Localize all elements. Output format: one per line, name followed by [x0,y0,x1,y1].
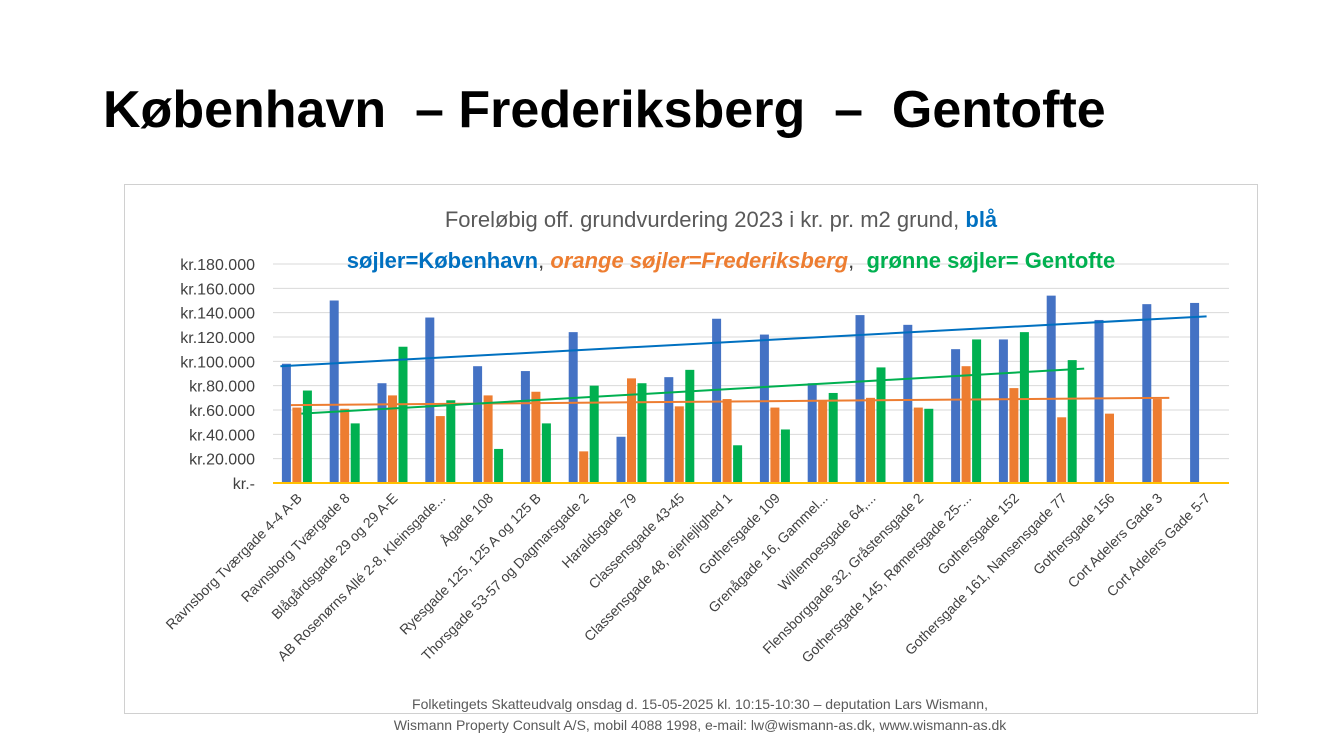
x-category-label: Thorsgade 53-57 og Dagmarsgade 2 [418,490,592,664]
bar-frederiksberg [1105,413,1114,483]
bar-frederiksberg [961,366,971,483]
bar-kobenhavn [425,317,435,483]
bar-frederiksberg [1057,417,1067,483]
bar-gentofte [589,385,599,483]
bar-gentofte [924,408,934,483]
bar-frederiksberg [292,407,302,483]
bar-gentofte [350,423,360,483]
chart-title-line1: Foreløbig off. grundvurdering 2023 i kr.… [125,207,1257,233]
bar-gentofte [685,369,695,483]
bar-frederiksberg [483,395,493,483]
trendline-kobenhavn [280,315,1207,368]
bar-gentofte [637,383,647,483]
trendline-frederiksberg [290,396,1170,407]
bar-gentofte [446,400,456,483]
bar-kobenhavn [664,377,674,483]
bar-gentofte [972,339,982,483]
bar-kobenhavn [520,371,530,483]
y-tick-label: kr.80.000 [189,379,255,396]
x-category-label: Gothersgade 152 [934,490,1022,578]
bar-gentofte [302,390,312,483]
bar-kobenhavn [1094,319,1104,483]
bar-frederiksberg [388,395,397,483]
x-category-label: AB Rosenørns Allé 2-8, Kleinsgade... [274,490,448,664]
bar-kobenhavn [281,363,291,483]
slide-title: København – Frederiksberg – Gentofte [103,81,1106,139]
bar-frederiksberg [722,399,732,483]
bar-kobenhavn [473,366,483,483]
trendline-gentofte [301,367,1085,415]
bar-frederiksberg [1009,388,1019,483]
x-category-label: Gothersgade 145, Rømersgade 25-... [798,490,974,666]
legend-separator-2: , [848,248,867,273]
bar-kobenhavn [1190,302,1200,483]
legend-separator-1: , [538,248,551,273]
footer-line-1: Folketingets Skatteudvalg onsdag d. 15-0… [412,696,988,712]
y-tick-label: kr.100.000 [180,354,255,371]
y-tick-label: kr.40.000 [189,427,255,444]
bar-gentofte [541,423,551,483]
bar-gentofte [494,448,504,483]
bar-frederiksberg [770,407,780,483]
y-tick-label: kr.- [233,476,255,493]
footer-line-2: Wismann Property Consult A/S, mobil 4088… [393,717,1007,733]
bar-gentofte [398,346,408,483]
bar-gentofte [733,445,743,483]
bar-kobenhavn [377,383,387,483]
y-tick-label: kr.20.000 [189,452,255,469]
y-tick-label: kr.180.000 [180,257,255,274]
y-tick-label: kr.140.000 [180,306,255,323]
y-tick-label: kr.60.000 [189,403,255,420]
bar-kobenhavn [329,300,339,483]
bar-frederiksberg [627,378,636,483]
legend-frederiksberg: orange søjler=Frederiksberg [550,248,849,273]
bar-gentofte [876,367,886,483]
bar-frederiksberg [579,451,589,483]
bar-frederiksberg [435,416,445,483]
chart-title-blaa: blå [965,207,998,232]
bar-frederiksberg [340,408,350,483]
bar-kobenhavn [807,383,817,483]
legend-gentofte: grønne søjler= Gentofte [866,248,1116,273]
bar-kobenhavn [903,324,913,483]
y-tick-label: kr.160.000 [180,281,255,298]
legend-kobenhavn: søjler=København [346,248,539,273]
bar-gentofte [1067,360,1077,483]
bar-chart: kr.- kr.20.000 kr.40.000 kr.60.000 kr.80.000… [162,257,1229,666]
chart-container: kr.- kr.20.000 kr.40.000 kr.60.000 kr.80.000… [124,184,1258,714]
bar-frederiksberg [866,397,875,483]
bar-kobenhavn [759,334,769,483]
slide-footer: Folketingets Skatteudvalg onsdag d. 15-0… [200,694,1200,736]
bar-kobenhavn [616,436,626,483]
bar-gentofte [780,429,790,483]
y-tick-label: kr.120.000 [180,330,255,347]
chart-title-line2: søjler=København, orange søjler=Frederik… [125,248,1257,274]
bar-frederiksberg [531,391,541,483]
chart-title-text: Foreløbig off. grundvurdering 2023 i kr.… [444,207,966,232]
bar-kobenhavn [568,332,578,483]
bar-gentofte [1019,332,1029,483]
x-category-label: Gothersgade 156 [1030,490,1118,578]
bar-kobenhavn [951,349,961,483]
bar-frederiksberg [674,406,684,483]
bar-frederiksberg [1152,399,1162,483]
bar-kobenhavn [1142,304,1152,483]
bar-gentofte [828,392,838,483]
bar-frederiksberg [818,400,828,483]
x-category-label: Gothersgade 109 [695,490,783,578]
bar-frederiksberg [913,407,923,483]
bar-kobenhavn [998,339,1008,483]
bar-kobenhavn [1046,295,1056,483]
bar-kobenhavn [855,315,865,483]
